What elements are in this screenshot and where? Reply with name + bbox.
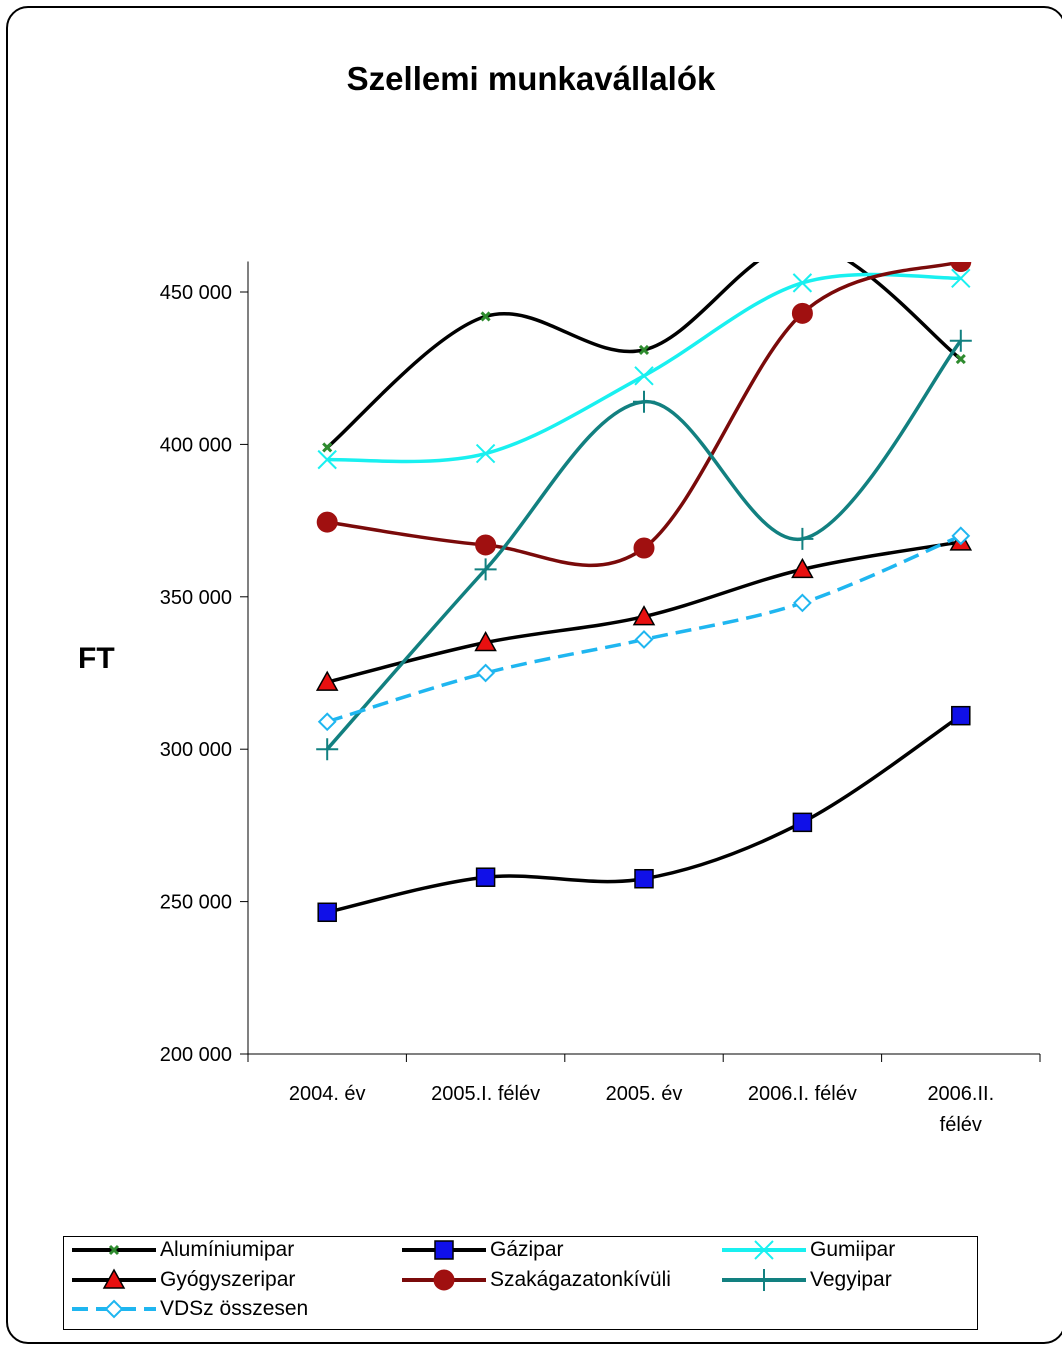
legend-marker <box>754 1240 774 1260</box>
data-point <box>475 867 496 887</box>
data-point <box>791 527 814 550</box>
x-tick-label: 2004. év <box>289 1083 366 1105</box>
y-tick-label: 200 000 <box>160 1044 232 1066</box>
legend-marker <box>753 1269 775 1291</box>
data-point <box>951 705 971 726</box>
data-point <box>315 670 339 691</box>
data-point <box>322 442 333 453</box>
data-point <box>792 812 813 833</box>
series-6 <box>317 526 971 732</box>
legend-label: Vegyipar <box>810 1268 892 1291</box>
legend-marker <box>433 1269 455 1291</box>
x-tick-label: 2005.I. félév <box>431 1083 540 1105</box>
legend-marker <box>108 1244 120 1256</box>
data-point <box>951 268 971 288</box>
y-tick-label: 400 000 <box>160 434 232 456</box>
legend-swatch <box>722 1240 806 1260</box>
legend-swatch <box>402 1269 486 1291</box>
series-1 <box>317 705 971 923</box>
legend-label: Gumiipar <box>810 1238 896 1261</box>
legend-label: VDSz összesen <box>160 1297 309 1320</box>
chart-title: Szellemi munkavállalók <box>346 60 716 97</box>
legend-swatch <box>72 1244 156 1256</box>
data-point <box>475 534 497 556</box>
series-3 <box>315 530 973 691</box>
data-point <box>475 443 496 464</box>
data-point <box>798 239 806 247</box>
chart-frame <box>6 6 1062 1344</box>
series-5 <box>316 329 972 761</box>
x-tick-label: 2006.II. félév <box>927 1083 994 1136</box>
legend-swatch <box>722 1269 806 1291</box>
legend-marker <box>102 1268 126 1289</box>
y-tick-label: 250 000 <box>160 892 232 914</box>
series-2 <box>317 268 971 470</box>
legend-item: Gyógyszeripar <box>70 1265 295 1295</box>
data-point <box>317 902 337 923</box>
data-point <box>316 511 338 533</box>
series-line <box>327 272 961 464</box>
series-group <box>315 239 973 923</box>
data-point <box>317 449 337 470</box>
legend-item: VDSz összesen <box>70 1294 308 1324</box>
legend-label: Alumíniumipar <box>160 1238 295 1261</box>
data-point <box>317 712 337 732</box>
data-point <box>792 273 813 293</box>
series-0 <box>322 239 966 453</box>
x-tick-label: 2006.I. félév <box>748 1083 857 1105</box>
y-tick-label: 300 000 <box>160 739 232 761</box>
legend-marker <box>104 1299 124 1319</box>
axes: 200 000 250 000 300 000 350 000 400 000 450 0… <box>160 261 1041 1136</box>
y-axis-label: FT <box>78 642 115 675</box>
data-point <box>791 557 814 579</box>
legend-label: Gázipar <box>490 1238 564 1261</box>
data-point <box>955 353 966 365</box>
data-point <box>950 262 972 273</box>
series-line <box>326 262 962 568</box>
data-point <box>791 302 813 324</box>
legend-item: Gumiipar <box>720 1235 895 1265</box>
legend-item: Gázipar <box>400 1235 564 1265</box>
data-point <box>474 630 497 652</box>
data-point <box>480 311 491 322</box>
legend-swatch <box>72 1268 156 1289</box>
legend-label: Gyógyszeripar <box>160 1268 296 1291</box>
data-point <box>951 526 971 546</box>
data-point <box>632 605 656 626</box>
series-line <box>326 534 962 724</box>
data-point <box>634 630 654 649</box>
legend-item: Alumíniumipar <box>70 1235 294 1265</box>
legend-swatch <box>402 1240 486 1260</box>
data-point <box>634 366 654 386</box>
legend-marker <box>434 1240 454 1260</box>
legend-swatch <box>72 1299 156 1319</box>
legend: Alumíniumipar Gázipar Gumiipar Gyógyszeripa… <box>63 1236 978 1330</box>
data-point <box>476 663 496 683</box>
legend-label: Szakágazatonkívüli <box>490 1268 671 1291</box>
data-point <box>949 329 972 352</box>
data-point <box>638 344 650 355</box>
legend-item: Szakágazatonkívüli <box>400 1265 671 1295</box>
x-tick-label: 2005. év <box>606 1083 683 1105</box>
data-point <box>474 558 497 581</box>
y-tick-label: 350 000 <box>160 587 232 609</box>
data-point <box>792 593 812 613</box>
data-point <box>633 537 655 559</box>
y-tick-label: 450 000 <box>160 282 232 304</box>
legend-item: Vegyipar <box>720 1265 892 1295</box>
series-4 <box>316 262 972 568</box>
data-point <box>634 868 654 889</box>
data-point <box>633 390 655 413</box>
data-point <box>316 738 339 761</box>
